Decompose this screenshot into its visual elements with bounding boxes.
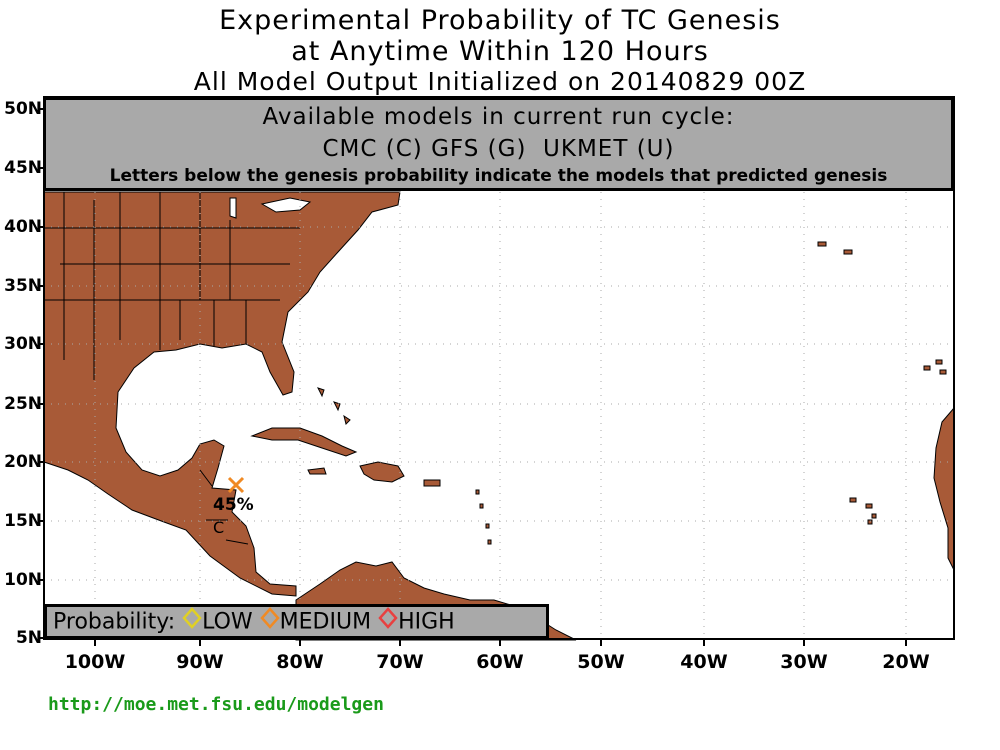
cuba bbox=[250, 427, 358, 457]
legend-label: Probability: bbox=[53, 609, 176, 635]
lat-label: 50N bbox=[4, 99, 42, 119]
lon-label: 60W bbox=[476, 651, 524, 673]
source-url-link[interactable]: http://moe.met.fsu.edu/modelgen bbox=[48, 694, 384, 715]
models-info-box: Available models in current run cycle: C… bbox=[43, 97, 954, 191]
models-heading: Available models in current run cycle: bbox=[262, 104, 735, 130]
lat-label: 15N bbox=[4, 511, 42, 531]
lon-label: 20W bbox=[882, 651, 930, 673]
models-list: CMC (C) GFS (G) UKMET (U) bbox=[322, 136, 675, 162]
gridlines bbox=[44, 192, 954, 640]
cape-verde-islands bbox=[849, 497, 877, 525]
models-note: Letters below the genesis probability in… bbox=[109, 166, 888, 186]
genesis-marker-x-icon bbox=[227, 476, 245, 494]
state-borders bbox=[44, 192, 300, 545]
probability-legend: Probability: LOW MEDIUM HIGH bbox=[44, 604, 549, 639]
lat-label: 5N bbox=[15, 628, 42, 648]
lat-label: 10N bbox=[4, 570, 42, 590]
lat-label: 35N bbox=[4, 276, 42, 296]
canary-islands bbox=[923, 359, 947, 375]
legend-item-low: LOW bbox=[202, 609, 253, 635]
lon-label: 100W bbox=[64, 651, 126, 673]
axis-ticks bbox=[38, 108, 907, 646]
bahamas bbox=[317, 387, 351, 425]
lon-label: 50W bbox=[577, 651, 625, 673]
lon-label: 80W bbox=[276, 651, 324, 673]
north-america-land bbox=[43, 191, 401, 597]
lat-label: 40N bbox=[4, 217, 42, 237]
title-line-1: Experimental Probability of TC Genesis bbox=[219, 5, 781, 36]
lon-label: 70W bbox=[376, 651, 424, 673]
hispaniola bbox=[359, 461, 405, 483]
lon-label: 40W bbox=[680, 651, 728, 673]
high-diamond-icon bbox=[378, 607, 398, 638]
lake-michigan bbox=[229, 197, 237, 219]
lesser-antilles bbox=[475, 489, 492, 545]
legend-item-medium: MEDIUM bbox=[279, 609, 372, 635]
lat-label: 20N bbox=[4, 452, 42, 472]
puerto-rico bbox=[423, 479, 441, 487]
azores bbox=[817, 241, 853, 255]
lat-label: 45N bbox=[4, 158, 42, 178]
low-diamond-icon bbox=[182, 607, 202, 638]
central-america-borders bbox=[199, 469, 249, 545]
legend-item-high: HIGH bbox=[398, 609, 455, 635]
lat-label: 25N bbox=[4, 394, 42, 414]
africa bbox=[933, 406, 955, 571]
jamaica bbox=[307, 467, 327, 475]
land-masses bbox=[43, 191, 955, 641]
title-line-3: All Model Output Initialized on 20140829… bbox=[193, 67, 807, 96]
lon-label: 90W bbox=[176, 651, 224, 673]
lon-label: 30W bbox=[780, 651, 828, 673]
genesis-model-code: C bbox=[213, 518, 225, 537]
lat-label: 30N bbox=[4, 334, 42, 354]
great-lakes bbox=[260, 197, 312, 213]
medium-diamond-icon bbox=[259, 607, 280, 638]
genesis-probability-label: 45% bbox=[213, 495, 254, 515]
title-line-2: at Anytime Within 120 Hours bbox=[291, 36, 709, 67]
